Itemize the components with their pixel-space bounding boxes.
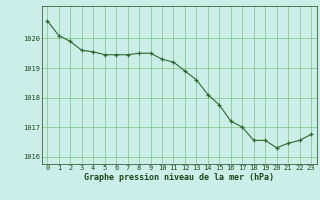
X-axis label: Graphe pression niveau de la mer (hPa): Graphe pression niveau de la mer (hPa) bbox=[84, 173, 274, 182]
